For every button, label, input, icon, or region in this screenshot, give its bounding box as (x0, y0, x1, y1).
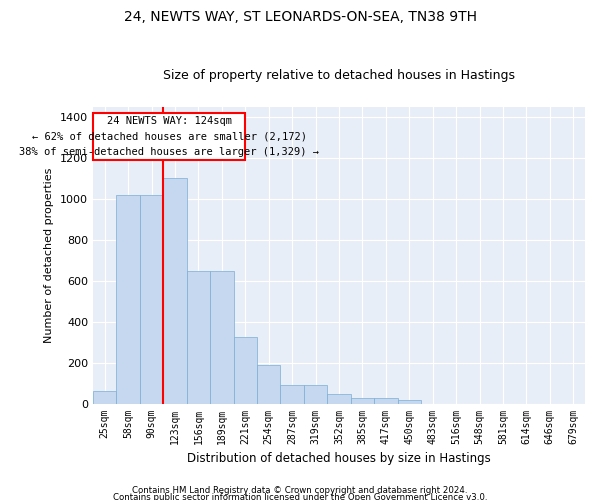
Text: 38% of semi-detached houses are larger (1,329) →: 38% of semi-detached houses are larger (… (19, 147, 319, 157)
X-axis label: Distribution of detached houses by size in Hastings: Distribution of detached houses by size … (187, 452, 491, 465)
Text: Contains public sector information licensed under the Open Government Licence v3: Contains public sector information licen… (113, 494, 487, 500)
Text: Contains HM Land Registry data © Crown copyright and database right 2024.: Contains HM Land Registry data © Crown c… (132, 486, 468, 495)
Bar (398, 400, 421, 404)
Text: 24, NEWTS WAY, ST LEONARDS-ON-SEA, TN38 9TH: 24, NEWTS WAY, ST LEONARDS-ON-SEA, TN38 … (124, 10, 476, 24)
Text: ← 62% of detached houses are smaller (2,172): ← 62% of detached houses are smaller (2,… (32, 132, 307, 141)
Title: Size of property relative to detached houses in Hastings: Size of property relative to detached ho… (163, 69, 515, 82)
Bar (328, 394, 351, 404)
Bar (163, 178, 187, 404)
Bar (280, 385, 304, 404)
Text: 24 NEWTS WAY: 124sqm: 24 NEWTS WAY: 124sqm (107, 116, 232, 126)
Bar (93, 391, 116, 404)
Bar (304, 385, 328, 404)
Bar (210, 270, 233, 404)
Bar (257, 364, 280, 404)
Bar (233, 337, 257, 404)
Bar (116, 195, 140, 404)
Bar (351, 398, 374, 404)
FancyBboxPatch shape (93, 113, 245, 160)
Y-axis label: Number of detached properties: Number of detached properties (44, 168, 55, 343)
Bar (140, 195, 163, 404)
Bar (374, 398, 398, 404)
Bar (187, 270, 210, 404)
